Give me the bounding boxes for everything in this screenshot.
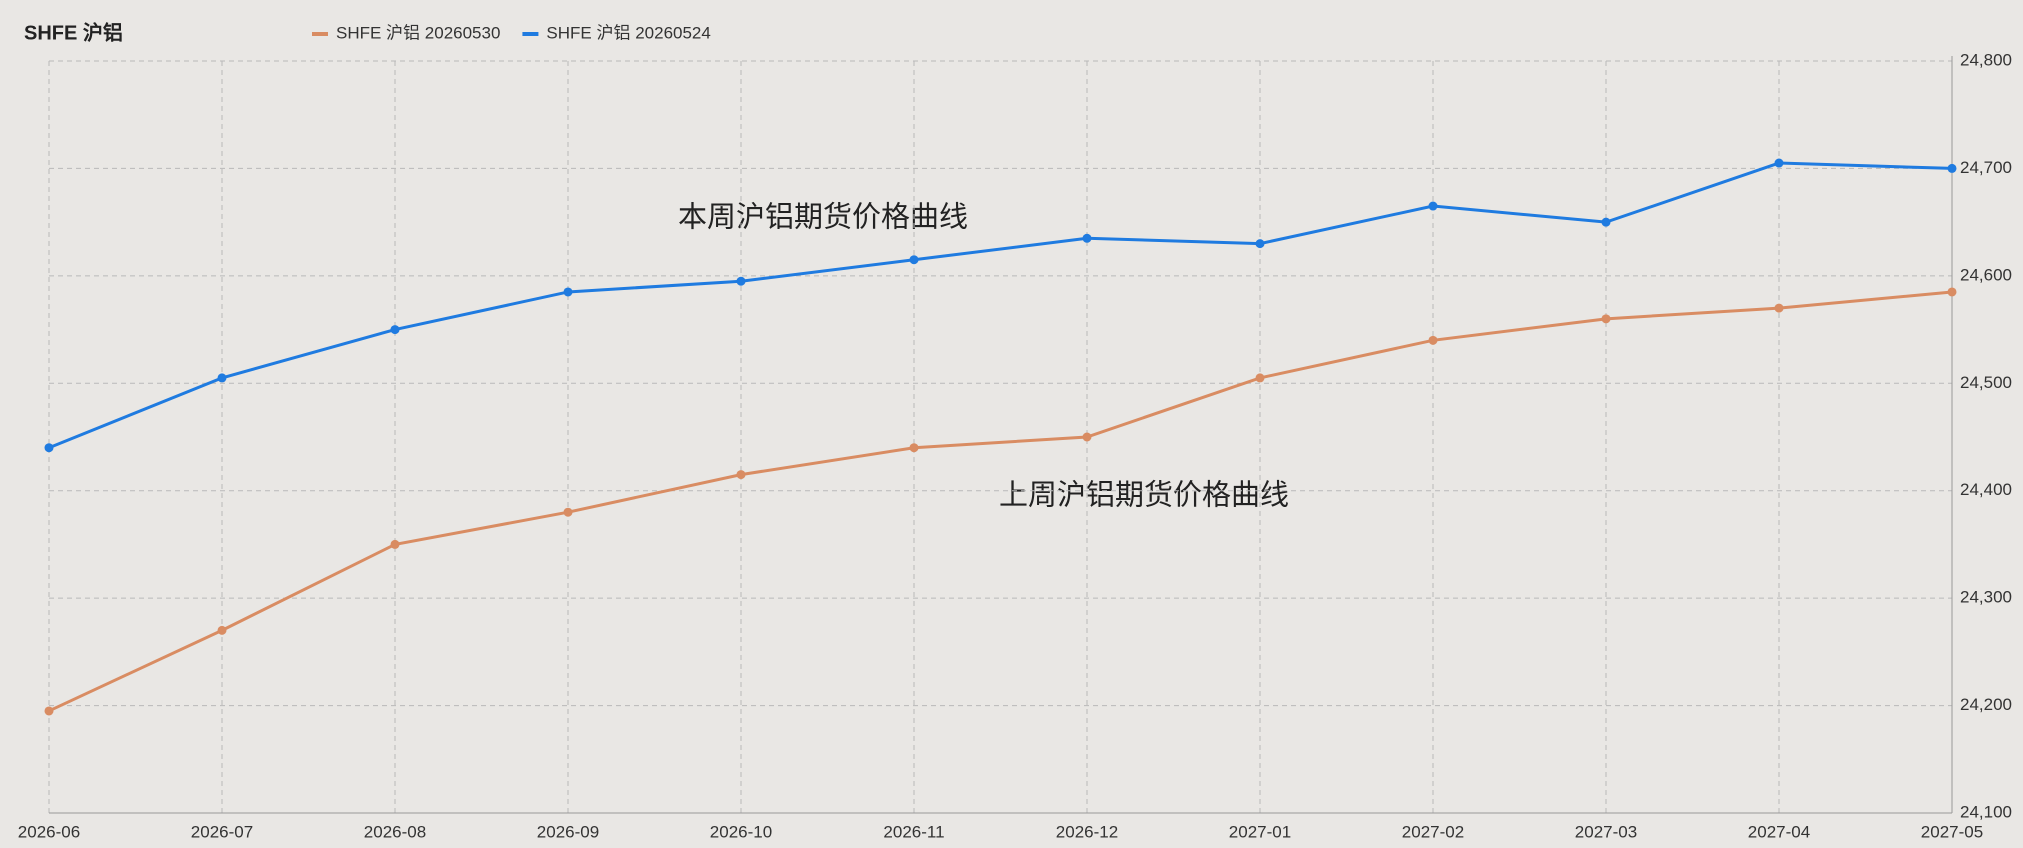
annotation: 上周沪铝期货价格曲线 (999, 479, 1289, 512)
y-tick-label: 24,400 (1960, 480, 2012, 499)
x-tick-label: 2026-12 (1056, 822, 1118, 841)
x-tick-label: 2027-03 (1575, 822, 1637, 841)
data-point (563, 507, 573, 517)
x-tick-label: 2026-07 (191, 822, 253, 841)
x-tick-label: 2026-09 (537, 822, 599, 841)
data-point (736, 470, 746, 480)
data-point (1947, 163, 1957, 173)
y-tick-label: 24,500 (1960, 373, 2012, 392)
data-point (217, 373, 227, 383)
data-point (736, 276, 746, 286)
y-tick-label: 24,200 (1960, 695, 2012, 714)
y-tick-label: 24,800 (1960, 50, 2012, 69)
y-tick-label: 24,100 (1960, 802, 2012, 821)
annotation: 本周沪铝期货价格曲线 (678, 201, 968, 234)
series-line (48, 161, 1953, 450)
data-point (1255, 373, 1265, 383)
chart-title: SHFE 沪铝 (24, 20, 123, 44)
data-point (1428, 335, 1438, 345)
data-point (1947, 287, 1957, 297)
data-point (1774, 303, 1784, 313)
data-point (1774, 158, 1784, 168)
x-tick-label: 2027-04 (1748, 822, 1810, 841)
y-tick-label: 24,700 (1960, 158, 2012, 177)
legend-label: SHFE 沪铝 20260524 (546, 23, 710, 42)
data-point (1428, 201, 1438, 211)
y-tick-label: 24,300 (1960, 588, 2012, 607)
data-point (217, 625, 227, 635)
x-tick-label: 2026-08 (364, 822, 426, 841)
legend-label: SHFE 沪铝 20260530 (336, 23, 500, 42)
data-point (390, 539, 400, 549)
data-point (1082, 233, 1092, 243)
data-point (909, 443, 919, 453)
x-tick-label: 2026-11 (883, 822, 944, 841)
x-tick-label: 2027-01 (1229, 822, 1291, 841)
data-point (1255, 239, 1265, 249)
x-tick-label: 2027-05 (1921, 822, 1983, 841)
data-point (563, 287, 573, 297)
data-point (390, 325, 400, 335)
series-line (48, 290, 1953, 713)
data-point (44, 443, 54, 453)
y-tick-label: 24,600 (1960, 265, 2012, 284)
data-point (1082, 432, 1092, 442)
data-point (44, 706, 54, 716)
x-tick-label: 2026-06 (18, 822, 80, 841)
data-point (1601, 217, 1611, 227)
data-point (1601, 314, 1611, 324)
x-tick-label: 2027-02 (1402, 822, 1464, 841)
data-point (909, 255, 919, 265)
x-tick-label: 2026-10 (710, 822, 772, 841)
